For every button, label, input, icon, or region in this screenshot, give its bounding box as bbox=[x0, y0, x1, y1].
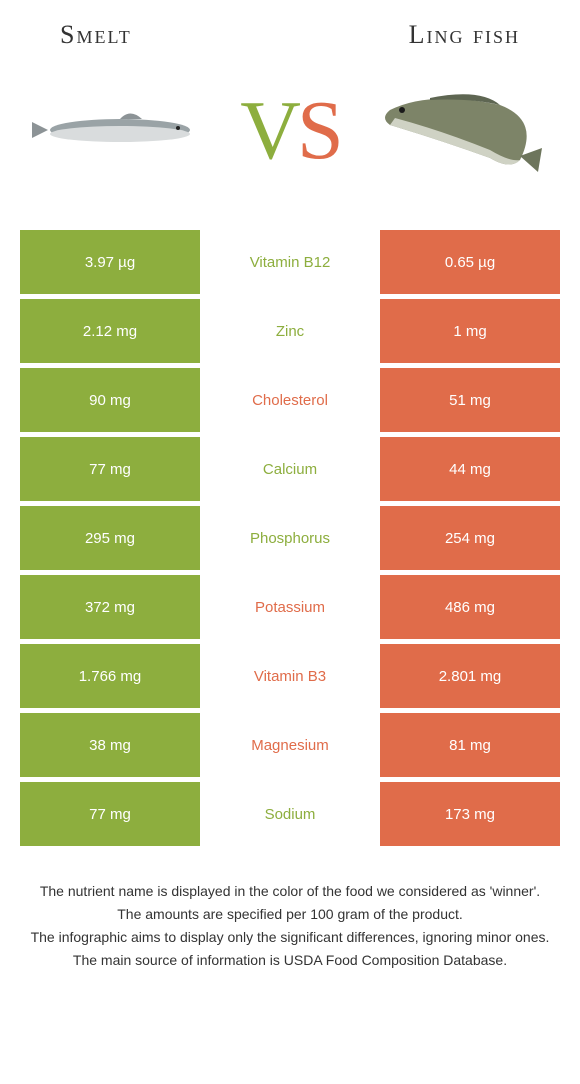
nutrient-label: Sodium bbox=[200, 782, 380, 846]
value-left: 77 mg bbox=[20, 437, 200, 501]
footnote-line: The infographic aims to display only the… bbox=[20, 927, 560, 948]
ling-image bbox=[370, 70, 550, 190]
table-row: 1.766 mgVitamin B32.801 mg bbox=[20, 644, 560, 708]
value-left: 1.766 mg bbox=[20, 644, 200, 708]
table-row: 38 mgMagnesium81 mg bbox=[20, 713, 560, 777]
value-right: 254 mg bbox=[380, 506, 560, 570]
nutrient-label: Cholesterol bbox=[200, 368, 380, 432]
footnote-line: The main source of information is USDA F… bbox=[20, 950, 560, 971]
table-row: 295 mgPhosphorus254 mg bbox=[20, 506, 560, 570]
nutrient-label: Magnesium bbox=[200, 713, 380, 777]
value-left: 90 mg bbox=[20, 368, 200, 432]
footnote-line: The amounts are specified per 100 gram o… bbox=[20, 904, 560, 925]
table-row: 77 mgCalcium44 mg bbox=[20, 437, 560, 501]
value-right: 173 mg bbox=[380, 782, 560, 846]
table-row: 90 mgCholesterol51 mg bbox=[20, 368, 560, 432]
vs-v: V bbox=[240, 84, 297, 177]
header: Smelt Ling fish bbox=[0, 0, 580, 60]
vs-s: S bbox=[297, 84, 340, 177]
value-right: 44 mg bbox=[380, 437, 560, 501]
vs-label: VS bbox=[240, 82, 339, 179]
value-right: 81 mg bbox=[380, 713, 560, 777]
value-left: 372 mg bbox=[20, 575, 200, 639]
footnote-line: The nutrient name is displayed in the co… bbox=[20, 881, 560, 902]
table-row: 2.12 mgZinc1 mg bbox=[20, 299, 560, 363]
title-left: Smelt bbox=[60, 20, 132, 50]
nutrient-label: Vitamin B3 bbox=[200, 644, 380, 708]
nutrient-label: Vitamin B12 bbox=[200, 230, 380, 294]
nutrient-table: 3.97 µgVitamin B120.65 µg2.12 mgZinc1 mg… bbox=[20, 230, 560, 846]
table-row: 3.97 µgVitamin B120.65 µg bbox=[20, 230, 560, 294]
nutrient-label: Calcium bbox=[200, 437, 380, 501]
value-left: 3.97 µg bbox=[20, 230, 200, 294]
value-right: 0.65 µg bbox=[380, 230, 560, 294]
value-left: 2.12 mg bbox=[20, 299, 200, 363]
value-right: 1 mg bbox=[380, 299, 560, 363]
table-row: 372 mgPotassium486 mg bbox=[20, 575, 560, 639]
table-row: 77 mgSodium173 mg bbox=[20, 782, 560, 846]
value-left: 77 mg bbox=[20, 782, 200, 846]
nutrient-label: Potassium bbox=[200, 575, 380, 639]
smelt-image bbox=[30, 70, 210, 190]
title-right: Ling fish bbox=[409, 20, 520, 50]
value-right: 486 mg bbox=[380, 575, 560, 639]
value-right: 51 mg bbox=[380, 368, 560, 432]
value-left: 295 mg bbox=[20, 506, 200, 570]
hero-row: VS bbox=[0, 60, 580, 230]
nutrient-label: Zinc bbox=[200, 299, 380, 363]
footnotes: The nutrient name is displayed in the co… bbox=[0, 851, 580, 971]
value-left: 38 mg bbox=[20, 713, 200, 777]
nutrient-label: Phosphorus bbox=[200, 506, 380, 570]
value-right: 2.801 mg bbox=[380, 644, 560, 708]
